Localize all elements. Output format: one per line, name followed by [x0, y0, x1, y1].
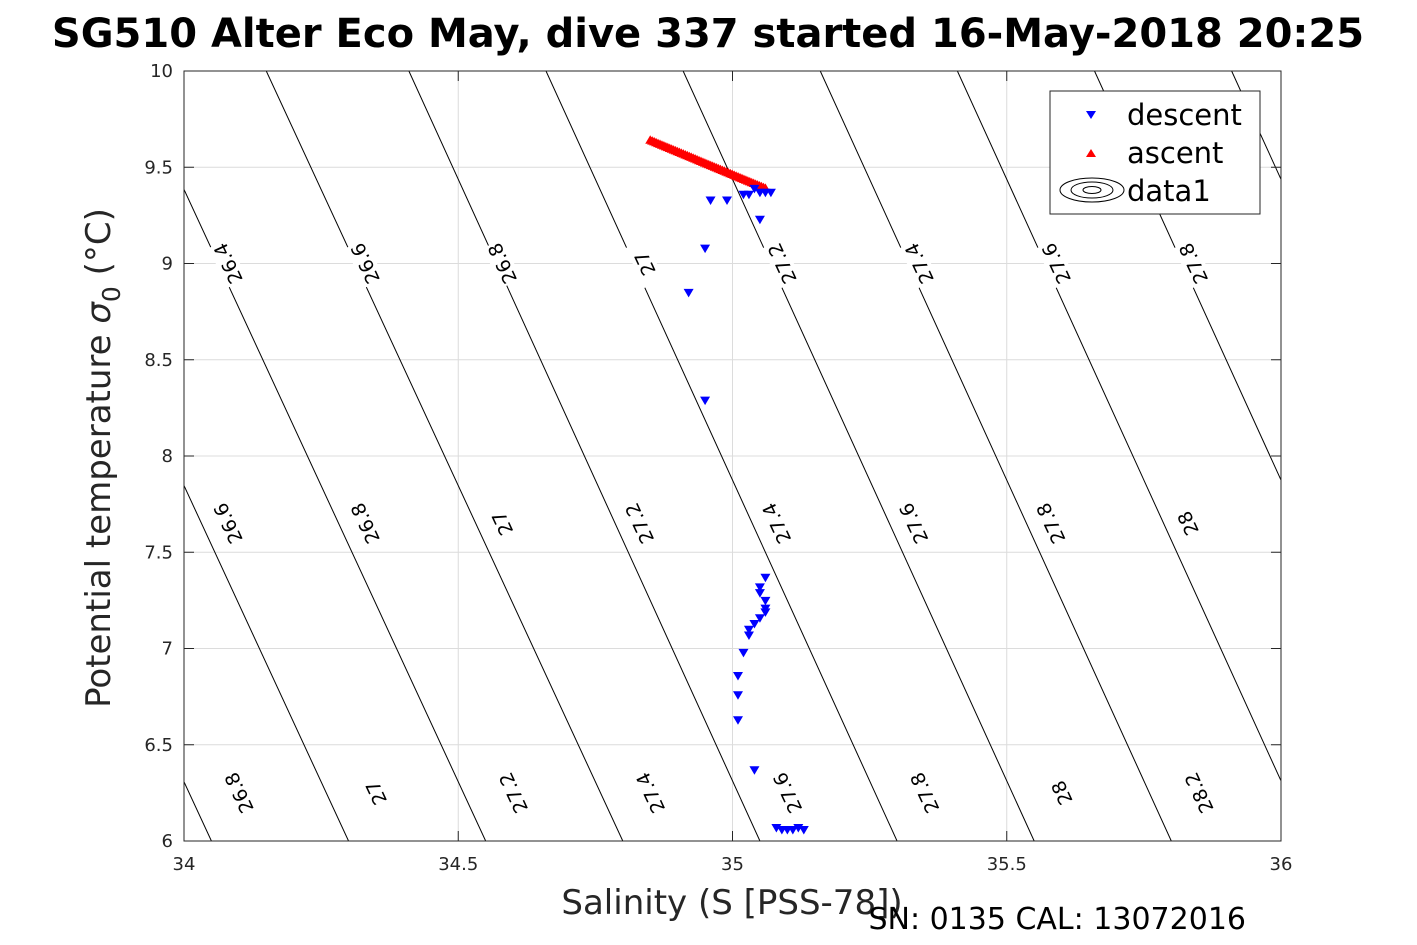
contour-label-bg — [620, 498, 659, 548]
x-tick-label: 36 — [1270, 854, 1293, 875]
x-tick-label: 34.5 — [438, 854, 478, 875]
data-points — [645, 135, 809, 835]
y-tick-label: 9.5 — [144, 157, 173, 178]
descent-point — [754, 215, 765, 225]
y-tick-label: 7 — [162, 639, 173, 660]
y-axis-label: Potential temperature σ0 (°C) — [79, 208, 126, 708]
descent-point — [743, 631, 754, 641]
y-tick-label: 6.5 — [144, 735, 173, 756]
descent-point — [760, 573, 771, 583]
legend-data1-contour-icon — [1059, 177, 1125, 203]
density-contour-line — [819, 71, 1172, 841]
descent-point — [700, 396, 711, 406]
y-axis-label-sigma: σ — [79, 301, 119, 324]
descent-point — [754, 614, 765, 623]
legend-ascent-label: ascent — [1127, 136, 1223, 170]
contour-label-bg — [482, 238, 522, 289]
serial-calibration-note: SN: 0135 CAL: 13072016 — [868, 902, 1246, 937]
contour-label-bg — [208, 498, 248, 548]
contour-label-bg — [757, 498, 796, 548]
descent-point — [722, 196, 733, 205]
contour-label-bg — [1042, 768, 1081, 818]
legend-descent-marker — [1086, 111, 1096, 119]
chart-title: SG510 Alter Eco May, dive 337 started 16… — [52, 11, 1364, 57]
y-tick-label: 8.5 — [144, 350, 173, 371]
contour-label-bg — [345, 498, 385, 548]
legend-descent-label: descent — [1127, 98, 1242, 132]
contour-label-bg — [208, 238, 248, 289]
y-axis-label-sub: 0 — [97, 286, 126, 302]
descent-point — [683, 288, 694, 298]
descent-point — [738, 648, 749, 658]
descent-point — [700, 244, 711, 254]
y-tick-label: 9 — [162, 254, 173, 275]
descent-point — [754, 583, 765, 592]
contour-label-bg — [899, 238, 939, 289]
density-contour-line — [265, 71, 624, 841]
contour-label-bg — [630, 768, 670, 818]
descent-point — [754, 589, 765, 598]
contour-label-bg — [482, 498, 522, 548]
contour-label-bg — [1179, 768, 1218, 818]
contour-label-bg — [762, 238, 802, 289]
density-contour-line — [682, 71, 1035, 841]
contour-label-bg — [625, 238, 664, 289]
legend-ascent-marker — [1086, 149, 1096, 157]
x-tick-label: 34 — [173, 854, 196, 875]
x-tick-label: 35.5 — [987, 854, 1027, 875]
legend-data1-label: data1 — [1127, 174, 1211, 208]
contour-label-bg — [493, 768, 533, 818]
y-axis-ticks: 6 6.5 7 7.5 8 8.5 9 9.5 10 — [144, 61, 1281, 852]
y-axis-label-unit: (°C) — [79, 208, 119, 286]
contour-label-bg — [1168, 498, 1207, 548]
y-tick-label: 7.5 — [144, 542, 173, 563]
descent-point — [705, 196, 716, 205]
contour-label-bg — [219, 768, 259, 818]
descent-point — [732, 671, 743, 681]
descent-point — [760, 188, 771, 198]
contour-label-bg — [768, 768, 807, 818]
contour-label-bg — [1031, 498, 1070, 548]
legend: descent ascent data1 — [1049, 90, 1261, 215]
descent-point — [760, 596, 771, 606]
descent-point — [749, 184, 760, 194]
contour-label-bg — [894, 498, 933, 548]
x-axis-label: Salinity (S [PSS-78]) — [561, 883, 902, 923]
descent-point — [787, 825, 798, 835]
descent-point — [732, 716, 743, 725]
density-contour-line — [184, 484, 350, 841]
density-contour-labels: 26.4 26.6 26.8 27 27.2 27.4 27.6 27.826.6 26.8 27… — [208, 238, 1219, 818]
x-tick-label: 35 — [721, 854, 744, 875]
contour-label-bg — [1036, 238, 1076, 289]
contour-label-bg — [905, 768, 944, 818]
descent-point — [798, 825, 809, 835]
descent-point — [749, 619, 760, 629]
density-contour-line — [956, 71, 1281, 783]
contour-label-bg — [345, 238, 385, 289]
density-contour-line — [184, 188, 487, 841]
descent-point — [738, 190, 749, 200]
contour-label-bg — [1174, 238, 1213, 289]
descent-point — [760, 608, 771, 617]
y-axis-label-main: Potential temperature — [79, 324, 119, 708]
x-axis-ticks: 34 34.5 35 35.5 36 — [173, 71, 1293, 875]
density-contour-line — [545, 71, 898, 841]
contour-label-bg — [356, 768, 396, 818]
y-tick-label: 10 — [150, 61, 173, 82]
y-tick-label: 8 — [162, 446, 173, 467]
y-tick-label: 6 — [162, 831, 173, 852]
descent-point — [749, 766, 760, 775]
density-contour-line — [1369, 71, 1417, 841]
legend-box — [1049, 90, 1261, 215]
descent-point — [732, 691, 743, 700]
density-contour-line — [408, 71, 761, 841]
descent-point — [743, 625, 754, 635]
